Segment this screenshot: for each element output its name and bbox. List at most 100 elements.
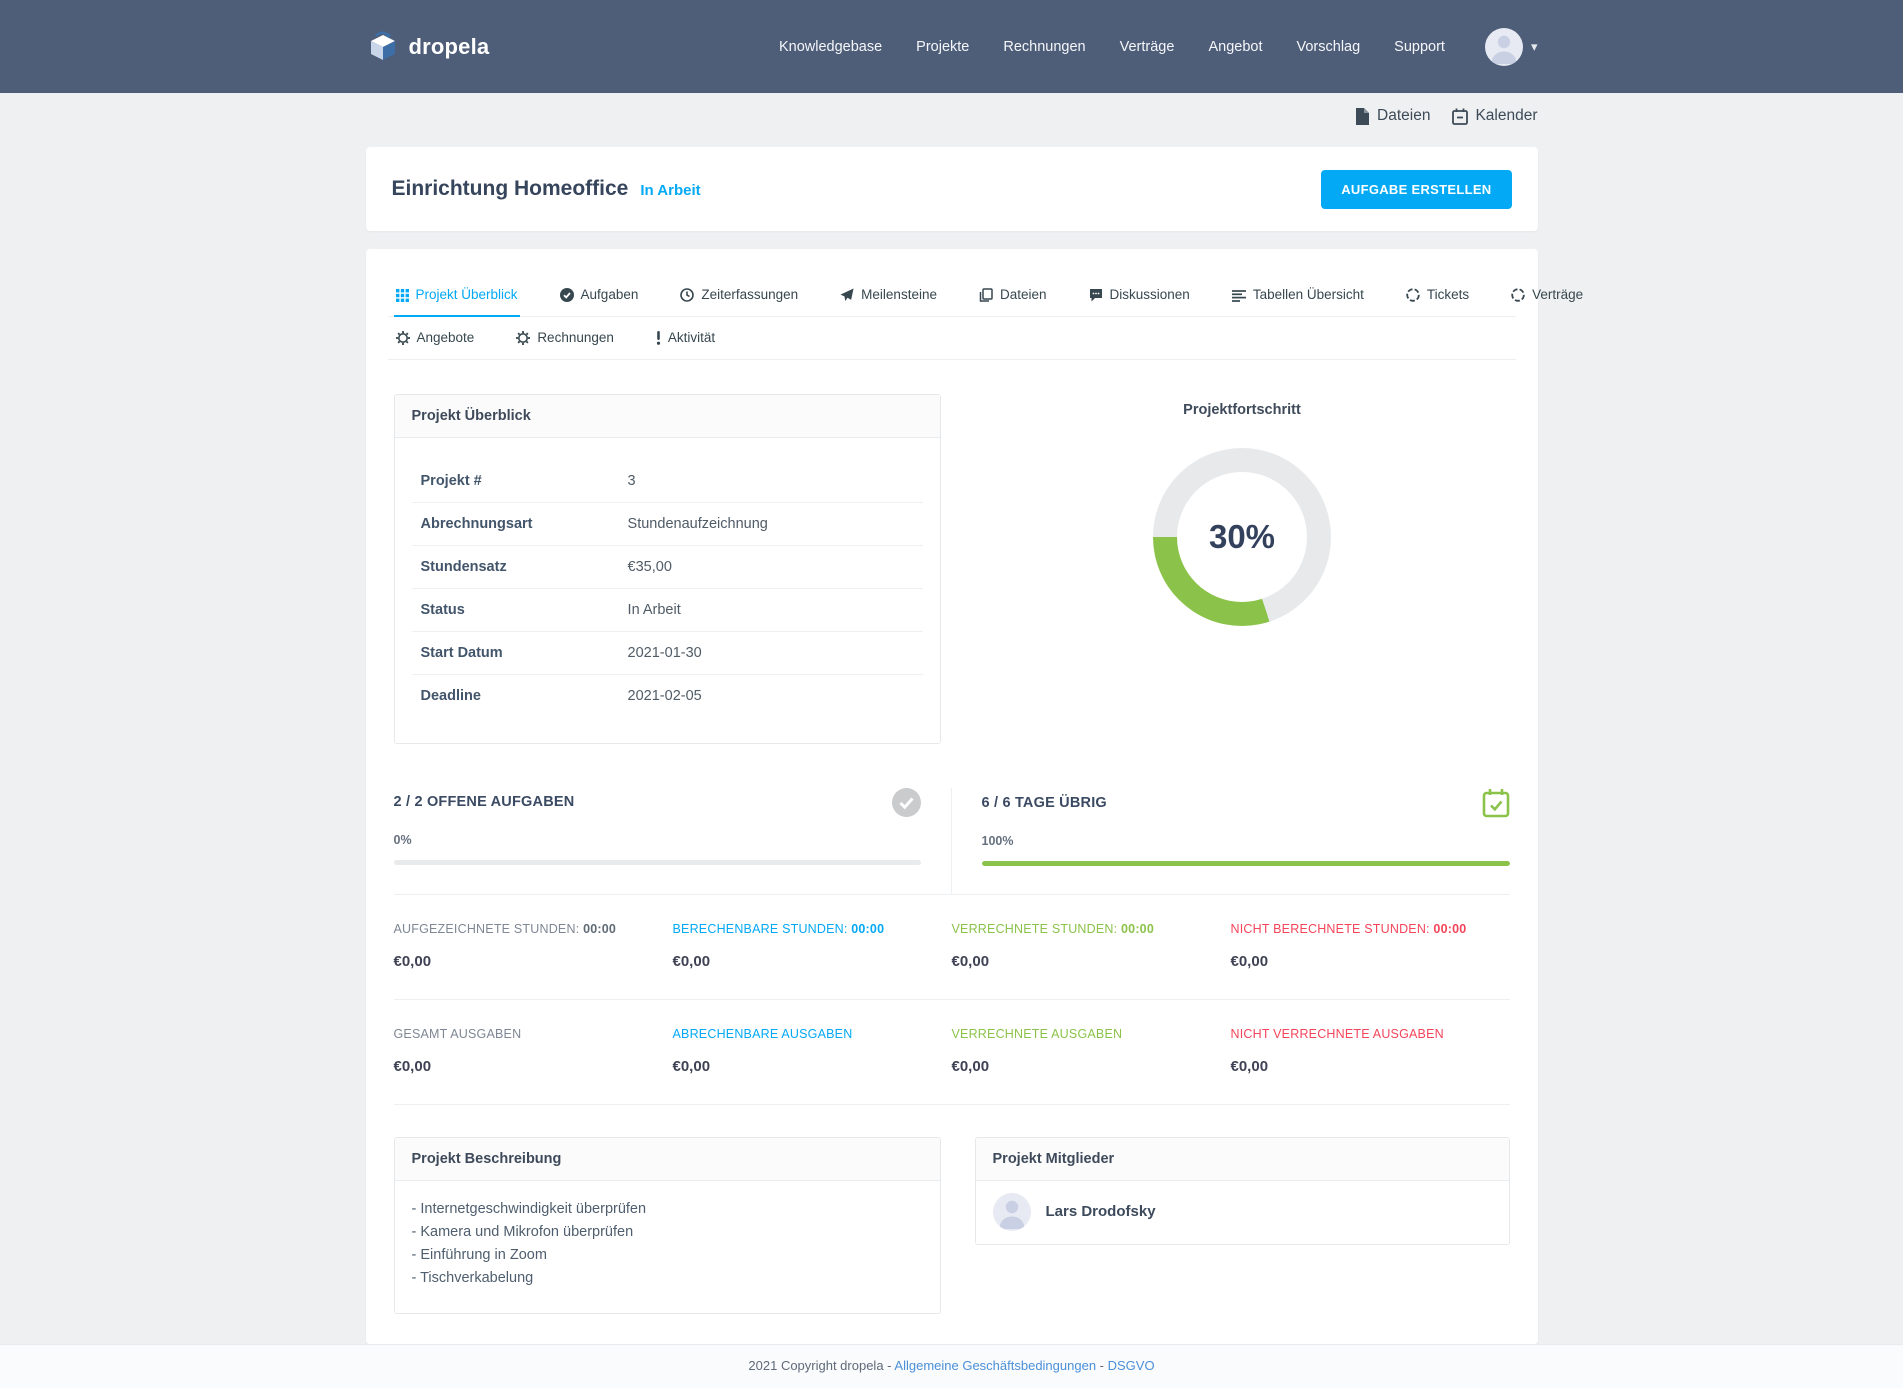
- tab-dateien[interactable]: Dateien: [977, 275, 1049, 317]
- progress-percent-label: 30%: [1208, 517, 1276, 555]
- progress-chart-section: Projektfortschritt 30%: [975, 394, 1510, 744]
- nav-item-angebot[interactable]: Angebot: [1208, 38, 1263, 55]
- member-name: Lars Drodofsky: [1045, 1203, 1156, 1221]
- page-footer: 2021 Copyright dropela - Allgemeine Gesc…: [0, 1343, 1903, 1388]
- tab-tickets[interactable]: Tickets: [1404, 275, 1471, 317]
- logo-icon: [366, 30, 400, 64]
- nav-item-knowledgebase[interactable]: Knowledgebase: [778, 38, 883, 55]
- tab-diskussionen[interactable]: Diskussionen: [1087, 275, 1192, 317]
- table-row: Status In Arbeit: [411, 589, 923, 632]
- stat-amount: €0,00: [1230, 952, 1269, 970]
- tab-meilensteine[interactable]: Meilensteine: [838, 275, 939, 317]
- members-panel-title: Projekt Mitglieder: [975, 1137, 1509, 1181]
- stat-time: 00:00: [1121, 921, 1154, 936]
- nav-item-support[interactable]: Support: [1394, 38, 1445, 55]
- nav-item-vertraege[interactable]: Verträge: [1119, 38, 1175, 55]
- progress-chart-title: Projektfortschritt: [1183, 401, 1301, 418]
- description-panel: Projekt Beschreibung - Internetgeschwind…: [393, 1136, 941, 1314]
- gear-icon: [516, 329, 531, 345]
- stat-label: AUFGEZEICHNETE STUNDEN:: [393, 921, 580, 936]
- stat-label: VERRECHNETE STUNDEN:: [951, 921, 1118, 936]
- days-progress-fill: [981, 860, 1510, 866]
- row-value: 2021-01-30: [627, 644, 702, 661]
- clock-icon: [680, 287, 695, 303]
- tab-label: Aktivität: [667, 329, 716, 345]
- tab-tabellen-uebersicht[interactable]: Tabellen Übersicht: [1230, 275, 1366, 317]
- brand-logo[interactable]: dropela: [366, 30, 490, 64]
- project-tabs-row2: Angebote Rechnungen: [387, 317, 1516, 360]
- user-avatar: [1484, 27, 1523, 66]
- tab-label: Meilensteine: [861, 287, 937, 303]
- list-item[interactable]: Lars Drodofsky: [976, 1181, 1509, 1244]
- stat-time: 00:00: [851, 921, 885, 936]
- row-value: 2021-02-05: [627, 687, 702, 704]
- project-status-badge: In Arbeit: [640, 182, 701, 199]
- tab-aktivitaet[interactable]: Aktivität: [654, 317, 717, 359]
- copy-icon: [979, 287, 993, 303]
- description-line: - Tischverkabelung: [411, 1270, 534, 1287]
- row-label: Deadline: [420, 687, 481, 704]
- stat-billed-expenses: VERRECHNETE AUSGABEN €0,00: [952, 1027, 1231, 1075]
- days-left-summary: 6 / 6 TAGE ÜBRIG 100%: [952, 788, 1510, 894]
- row-value: €35,00: [627, 558, 672, 575]
- stat-amount: €0,00: [1230, 1057, 1269, 1075]
- brand-name: dropela: [408, 33, 490, 59]
- stat-label: BERECHENBARE STUNDEN:: [672, 921, 848, 936]
- nav-item-projekte[interactable]: Projekte: [916, 38, 970, 55]
- days-progress-bar: [981, 860, 1510, 866]
- page-title: Einrichtung Homeoffice In Arbeit: [392, 177, 701, 201]
- tab-vertraege[interactable]: Verträge: [1509, 275, 1585, 317]
- row-label: Start Datum: [420, 644, 503, 661]
- files-link[interactable]: Dateien: [1355, 107, 1430, 125]
- check-circle-icon: [891, 787, 921, 817]
- tab-label: Tickets: [1426, 287, 1470, 303]
- calendar-link[interactable]: Kalender: [1452, 107, 1538, 125]
- overview-panel: Projekt Überblick Projekt # 3 Abrechnung…: [393, 393, 941, 744]
- overview-panel-title: Projekt Überblick: [394, 394, 940, 438]
- stat-label: VERRECHNETE AUSGABEN: [951, 1026, 1123, 1041]
- row-label: Abrechnungsart: [420, 515, 533, 532]
- copyright-text: 2021 Copyright dropela: [748, 1357, 884, 1373]
- calendar-link-label: Kalender: [1475, 107, 1538, 124]
- table-row: Stundensatz €35,00: [411, 546, 923, 589]
- stat-amount: €0,00: [951, 1057, 990, 1075]
- gear-icon: [395, 329, 410, 345]
- stat-label: GESAMT AUSGABEN: [393, 1026, 522, 1041]
- row-label: Stundensatz: [420, 558, 507, 575]
- table-row: Start Datum 2021-01-30: [411, 632, 923, 675]
- tab-label: Aufgaben: [580, 287, 639, 303]
- stat-label: NICHT VERRECHNETE AUSGABEN: [1230, 1026, 1444, 1041]
- tab-aufgaben[interactable]: Aufgaben: [558, 275, 641, 317]
- tab-label: Verträge: [1532, 287, 1584, 303]
- stat-amount: €0,00: [393, 1057, 432, 1075]
- stat-label: NICHT BERECHNETE STUNDEN:: [1230, 921, 1430, 936]
- tab-label: Dateien: [999, 287, 1047, 303]
- tab-zeiterfassungen[interactable]: Zeiterfassungen: [678, 275, 800, 317]
- tab-projekt-ueberblick[interactable]: Projekt Überblick: [393, 275, 520, 318]
- stat-billable-expenses: ABRECHENBARE AUSGABEN €0,00: [673, 1027, 952, 1075]
- tab-rechnungen[interactable]: Rechnungen: [514, 317, 616, 359]
- tab-label: Diskussionen: [1109, 287, 1190, 303]
- main-navigation: Knowledgebase Projekte Rechnungen Verträ…: [778, 27, 1538, 66]
- top-navbar: dropela Knowledgebase Projekte Rechnunge…: [0, 0, 1903, 93]
- description-line: - Kamera und Mikrofon überprüfen: [411, 1224, 634, 1241]
- row-label: Status: [420, 601, 465, 618]
- tab-label: Zeiterfassungen: [701, 287, 799, 303]
- description-line: - Einführung in Zoom: [411, 1247, 547, 1264]
- privacy-link[interactable]: DSGVO: [1107, 1357, 1155, 1373]
- row-value: Stundenaufzeichnung: [627, 515, 768, 532]
- tab-angebote[interactable]: Angebote: [394, 317, 477, 359]
- create-task-button[interactable]: AUFGABE ERSTELLEN: [1321, 169, 1512, 209]
- terms-link[interactable]: Allgemeine Geschäftsbedingungen: [894, 1357, 1097, 1373]
- ticket-icon: [1406, 287, 1420, 303]
- tab-label: Tabellen Übersicht: [1252, 287, 1364, 303]
- nav-item-vorschlag[interactable]: Vorschlag: [1296, 38, 1361, 55]
- stat-billed-hours: VERRECHNETE STUNDEN: 00:00 €0,00: [952, 922, 1231, 970]
- row-value: In Arbeit: [627, 601, 681, 618]
- comment-icon: [1089, 287, 1103, 302]
- user-menu[interactable]: ▾: [1484, 27, 1538, 66]
- row-value: 3: [627, 472, 636, 489]
- nav-item-rechnungen[interactable]: Rechnungen: [1003, 38, 1086, 55]
- stat-time: 00:00: [583, 921, 617, 936]
- stat-amount: €0,00: [672, 952, 711, 970]
